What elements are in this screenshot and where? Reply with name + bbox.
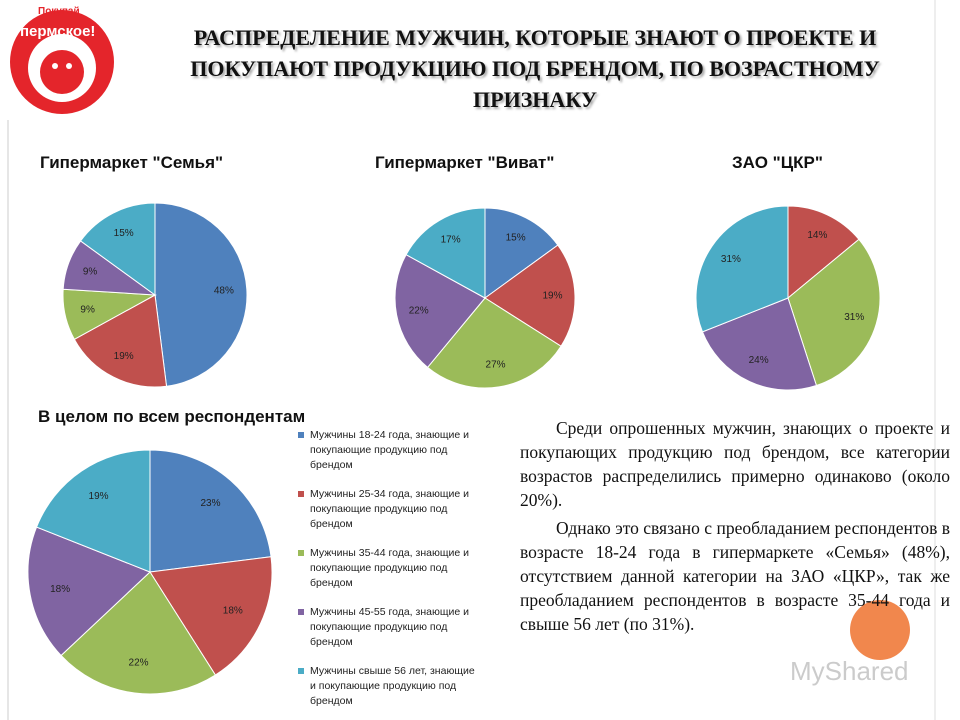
slice-label: 22% bbox=[409, 305, 429, 316]
pie-slice bbox=[73, 294, 168, 388]
chart-title: ЗАО "ЦКР" bbox=[732, 153, 823, 172]
pie-slice bbox=[149, 556, 273, 676]
slice-label: 31% bbox=[721, 254, 741, 265]
body-text: Среди опрошенных мужчин, знающих о проек… bbox=[520, 416, 950, 636]
slice-label: 19% bbox=[89, 491, 109, 502]
pie-slice bbox=[405, 207, 486, 299]
legend-swatch bbox=[298, 491, 304, 497]
pie-slice bbox=[695, 205, 789, 333]
chart-title: В целом по всем респондентам bbox=[38, 407, 305, 426]
pie-slice bbox=[149, 449, 272, 573]
logo: Покупай пермское! bbox=[10, 6, 114, 114]
legend-label: Мужчины 25-34 года, знающие и покупающие … bbox=[310, 488, 469, 530]
pie-slice bbox=[35, 449, 151, 573]
slice-label: 14% bbox=[807, 230, 827, 241]
pie-slice bbox=[426, 297, 562, 389]
pie-slice bbox=[79, 202, 156, 296]
slice-label: 24% bbox=[749, 355, 769, 366]
legend-label: Мужчины 35-44 года, знающие и покупающие … bbox=[310, 547, 469, 589]
paragraph: Среди опрошенных мужчин, знающих о проек… bbox=[520, 418, 950, 510]
pie-slice bbox=[484, 244, 576, 347]
paragraph: Однако это связано с преобладанием респо… bbox=[520, 518, 950, 634]
legend-swatch bbox=[298, 668, 304, 674]
slice-label: 15% bbox=[506, 232, 526, 243]
slice-label: 9% bbox=[80, 305, 95, 316]
legend-swatch bbox=[298, 550, 304, 556]
slice-label: 27% bbox=[486, 359, 506, 370]
pie-slice bbox=[60, 571, 217, 695]
logo-main: пермское! bbox=[20, 23, 95, 40]
logo-top: Покупай bbox=[38, 6, 80, 17]
slice-label: 31% bbox=[844, 312, 864, 323]
chart-title: Гипермаркет "Семья" bbox=[40, 153, 223, 172]
legend-swatch bbox=[298, 432, 304, 438]
slice-label: 15% bbox=[114, 228, 134, 239]
slice-label: 23% bbox=[201, 498, 221, 509]
pie-slice bbox=[484, 207, 559, 299]
legend-swatch bbox=[298, 609, 304, 615]
pie-slice bbox=[787, 205, 860, 300]
slice-label: 22% bbox=[129, 657, 149, 668]
pie-slice bbox=[27, 526, 151, 657]
pie-slice bbox=[394, 253, 486, 369]
slice-label: 9% bbox=[83, 266, 98, 277]
pie-slice bbox=[154, 202, 248, 387]
legend-label: Мужчины свыше 56 лет, знающие и покупающи… bbox=[310, 665, 475, 707]
decor-circle bbox=[850, 600, 910, 660]
legend-label: Мужчины 45-55 года, знающие и покупающие … bbox=[310, 606, 469, 648]
pie-slice bbox=[787, 238, 881, 387]
slice-label: 19% bbox=[114, 351, 134, 362]
chart-title: Гипермаркет "Виват" bbox=[375, 153, 554, 172]
slide-title: РАСПРЕДЕЛЕНИЕ МУЖЧИН, КОТОРЫЕ ЗНАЮТ О ПР… bbox=[190, 25, 880, 112]
watermark: MyShared bbox=[790, 656, 909, 686]
slice-label: 48% bbox=[214, 285, 234, 296]
slice-label: 19% bbox=[542, 291, 562, 302]
legend-label: Мужчины 18-24 года, знающие и покупающие … bbox=[310, 429, 469, 471]
slice-label: 18% bbox=[50, 584, 70, 595]
slice-label: 18% bbox=[223, 606, 243, 617]
slice-label: 17% bbox=[441, 235, 461, 246]
